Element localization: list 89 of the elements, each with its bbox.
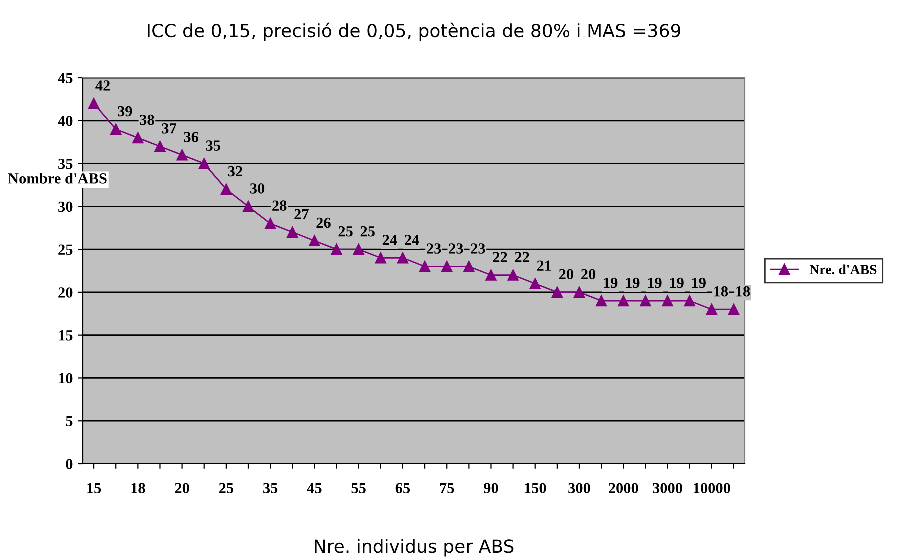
data-label: 21 [537,260,552,271]
data-label: 19 [604,278,618,288]
x-tick-label: 20 [175,483,190,494]
x-tick-label: 35 [264,483,278,494]
y-tick-label: 35 [58,158,73,170]
data-label: 23 [471,244,486,254]
y-tick-label: 30 [58,202,73,212]
data-label: 19 [626,278,640,288]
point [331,244,342,256]
point [706,304,718,316]
data-label: 19 [670,278,684,288]
data-label: 20 [582,269,596,280]
x-tick-label: 10000 [694,483,730,494]
data-label: 39 [118,106,132,117]
point [220,184,232,196]
point [176,150,188,161]
y-tick-label: 20 [58,288,73,298]
data-label: 19 [648,278,662,288]
y-tick-label: 40 [58,116,73,126]
x-tick-label: 55 [352,483,366,494]
point [110,124,122,136]
data-label: 38 [140,114,154,126]
y-tick-label: 15 [59,330,73,341]
point [618,295,630,307]
data-label: 22 [515,252,530,262]
x-tick-label: 65 [396,483,410,494]
data-label: 23 [449,244,464,254]
x-tick-label: 2000 [609,483,638,494]
point [375,252,386,264]
point [574,286,586,298]
y-tick-label: 0 [66,459,73,470]
legend-label: Nre. d'ABS [810,264,877,275]
data-label: 35 [206,140,220,151]
data-label: 32 [228,166,242,177]
data-label: 22 [493,252,508,262]
point [419,261,431,272]
point [596,295,608,307]
data-label: 25 [338,226,353,237]
x-tick-label: 25 [219,483,234,494]
point [309,235,320,247]
data-label: 27 [294,209,309,220]
point [353,244,364,256]
point [265,218,276,230]
point [530,278,541,290]
data-label: 19 [692,278,706,288]
point [442,261,453,272]
data-label: 20 [559,269,574,280]
x-tick-label: 3000 [653,483,682,494]
point [132,132,144,144]
x-tick-label: 75 [440,483,454,494]
x-tick-label: 15 [88,483,102,494]
point [397,252,409,264]
point [728,304,740,316]
x-axis-title: Nre. individus per ABS [315,539,514,557]
x-tick-label: 90 [484,483,498,494]
point [287,226,298,238]
data-label: 25 [360,226,375,237]
y-axis-title: Nombre d'ABS [8,173,107,184]
point [662,295,674,307]
chart-title: ICC de 0,15, precisió de 0,05, potència de 80% i MAS =369 [148,22,680,42]
point [508,270,519,281]
point [198,158,210,170]
point [464,261,475,272]
data-label: 18 [736,286,750,297]
x-tick-label: 150 [525,483,546,494]
data-label: 37 [162,124,177,134]
data-label: 23 [427,244,442,254]
data-label: 30 [250,184,265,194]
x-tick-label: 300 [568,483,590,494]
point [684,295,696,307]
point [640,295,652,307]
y-tick-label: 10 [59,373,73,384]
data-label: 26 [316,218,331,228]
data-label: 18 [714,286,728,297]
x-tick-label: 18 [132,483,146,494]
point [486,270,497,281]
data-label: 24 [405,235,420,246]
data-label: 28 [272,200,287,211]
y-tick-label: 45 [58,73,73,84]
y-tick-label: 25 [58,244,73,256]
data-label: 42 [96,80,110,91]
x-tick-label: 45 [307,483,322,494]
data-label: 36 [184,132,199,142]
y-tick-label: 5 [66,416,73,427]
point [242,201,254,212]
point [154,141,166,152]
point [88,98,100,110]
point [552,286,563,298]
data-label: 24 [382,235,398,246]
